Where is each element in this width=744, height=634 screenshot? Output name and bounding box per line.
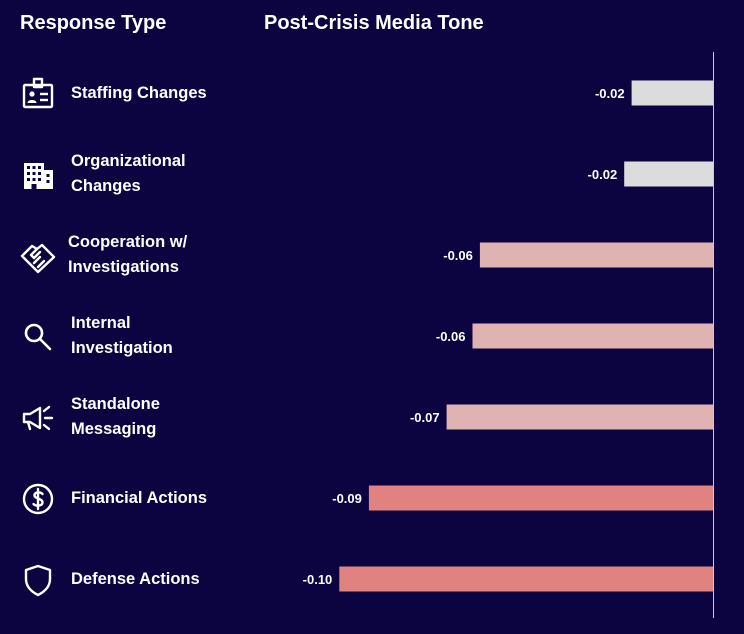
row-label: Financial Actions: [71, 489, 207, 507]
row-organizational-changes: Organizational Changes: [0, 143, 330, 203]
response-type-list: Staffing Changes Organizational Changes: [0, 0, 330, 634]
row-internal-investigation: Internal Investigation: [0, 305, 330, 365]
handshake-icon: [19, 237, 57, 275]
bar-value-label: -0.09: [332, 491, 362, 506]
bar: [368, 485, 713, 511]
row-staffing-changes: Staffing Changes: [0, 62, 330, 122]
bar: [472, 323, 713, 349]
bar: [624, 161, 713, 187]
bar: [339, 566, 713, 592]
row-label: Staffing Changes: [71, 84, 207, 102]
row-defense-actions: Defense Actions: [0, 548, 330, 608]
row-label: Internal Investigation: [71, 314, 173, 357]
building-icon: [19, 156, 57, 194]
bar-value-label: -0.10: [303, 572, 333, 587]
row-label: Standalone Messaging: [71, 395, 160, 438]
bar: [479, 242, 713, 268]
id-badge-icon: [19, 75, 57, 113]
bar-value-label: -0.02: [588, 167, 618, 182]
dollar-icon: [19, 480, 57, 518]
bar-value-label: -0.02: [595, 86, 625, 101]
row-financial-actions: Financial Actions: [0, 467, 330, 527]
search-icon: [19, 318, 57, 356]
row-standalone-messaging: Standalone Messaging: [0, 386, 330, 446]
bar: [446, 404, 713, 430]
chart-title: Post-Crisis Media Tone: [264, 12, 484, 34]
megaphone-icon: [19, 399, 57, 437]
bar-value-label: -0.06: [436, 329, 466, 344]
shield-icon: [19, 561, 57, 599]
row-cooperation-investigations: Cooperation w/ Investigations: [0, 224, 330, 284]
bar-value-label: -0.06: [443, 248, 473, 263]
response-type-header: Response Type: [20, 12, 167, 34]
bar-value-label: -0.07: [410, 410, 440, 425]
row-label: Organizational Changes: [71, 152, 186, 195]
bar: [631, 80, 713, 106]
row-label: Cooperation w/ Investigations: [68, 233, 188, 276]
row-label: Defense Actions: [71, 570, 200, 588]
